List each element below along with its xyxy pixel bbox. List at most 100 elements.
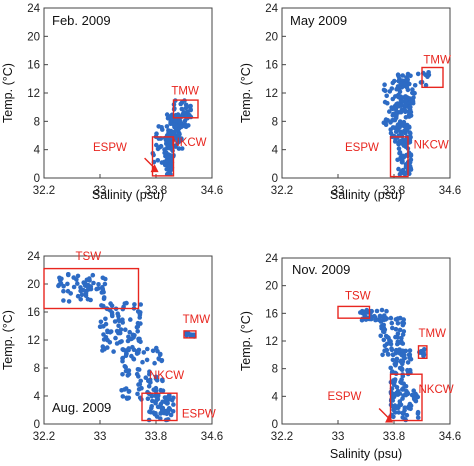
data-point (81, 287, 86, 293)
data-point (88, 297, 93, 303)
data-point (83, 293, 89, 299)
x-tick-label: 32.2 (271, 185, 293, 197)
data-point (381, 325, 387, 330)
data-point (389, 86, 395, 91)
data-point (105, 329, 110, 335)
data-point (75, 281, 80, 286)
data-point (123, 327, 128, 333)
data-point (413, 397, 418, 403)
y-axis-label: Temp. (°C) (1, 310, 15, 370)
region-label-tmw: TMW (423, 54, 451, 66)
panel-1: 0 4 8 12 16 20 24 32.2 33 33.8 34.6 Salinity (psu) T… (1, 3, 223, 202)
data-point (147, 371, 152, 377)
x-tick-label: 33.8 (383, 185, 405, 197)
arrow-line (378, 407, 390, 419)
data-point (393, 410, 398, 415)
panel-4: 0 4 8 12 16 20 24 32.2 33 33.8 34.6 Salinity (psu) T… (239, 253, 461, 461)
data-point (411, 388, 417, 394)
panel-title: Aug. 2009 (52, 400, 111, 415)
region-label-tmw: TMW (171, 85, 199, 97)
data-point (150, 348, 156, 354)
data-point (400, 410, 405, 416)
data-point (120, 372, 125, 377)
data-point (410, 87, 415, 92)
data-point (396, 348, 401, 354)
region-box-tsw (337, 305, 371, 319)
data-point (388, 130, 394, 136)
data-point (397, 150, 403, 155)
data-point (382, 343, 388, 349)
y-tick-label: 24 (265, 253, 278, 265)
data-point (160, 388, 166, 394)
data-point (123, 368, 129, 374)
data-point (123, 353, 129, 359)
data-point (115, 311, 120, 317)
data-point (98, 319, 104, 325)
data-point (56, 283, 61, 289)
data-point (403, 94, 408, 99)
y-tick-label: 12 (265, 336, 278, 348)
x-tick-label: 34.6 (201, 185, 223, 197)
data-point (401, 354, 407, 360)
data-point (395, 334, 401, 340)
region-label-nkcw: NKCW (414, 139, 449, 151)
data-point (78, 285, 83, 290)
data-point (167, 163, 172, 169)
x-axis-label: Salinity (psu) (92, 188, 164, 202)
y-tick-label: 8 (272, 364, 278, 376)
data-point (397, 89, 403, 95)
data-point (385, 100, 390, 106)
data-point (121, 347, 126, 353)
data-point (124, 300, 129, 306)
data-point (404, 412, 410, 418)
panel-2: 0 4 8 12 16 20 24 32.2 33 33.8 34.6 Salinity (psu) T… (239, 3, 461, 202)
data-point (397, 171, 403, 177)
data-point (384, 308, 389, 314)
y-axis-label: Temp. (°C) (239, 311, 253, 371)
region-box-tsw (43, 267, 140, 310)
data-point (75, 293, 81, 299)
data-point (112, 319, 118, 324)
data-point (408, 152, 414, 157)
data-point (179, 106, 185, 112)
data-point (111, 349, 116, 354)
data-point (166, 131, 171, 136)
data-point (396, 166, 401, 172)
data-point (168, 154, 173, 160)
data-point (417, 349, 422, 355)
data-point (390, 96, 396, 102)
data-point (61, 283, 66, 289)
y-tick-label: 16 (27, 60, 40, 72)
data-point (159, 358, 165, 363)
y-tick-label: 4 (34, 391, 41, 403)
region-box-espw (389, 373, 423, 422)
data-point (381, 337, 387, 343)
data-point (412, 91, 417, 96)
data-point (101, 345, 106, 350)
data-point (149, 394, 155, 399)
data-point (100, 275, 106, 281)
data-point (399, 380, 404, 386)
y-tick-label: 0 (272, 419, 278, 431)
data-point (383, 122, 389, 127)
data-point (114, 328, 120, 334)
data-point (415, 415, 421, 420)
data-point (389, 106, 395, 111)
y-tick-label: 12 (27, 335, 40, 347)
data-point (361, 310, 367, 316)
x-tick-label: 33 (332, 185, 345, 197)
data-point (405, 390, 411, 396)
x-tick-label: 34.6 (201, 431, 223, 443)
data-point (101, 303, 106, 309)
data-point (392, 139, 398, 144)
data-point (179, 146, 185, 151)
data-point (395, 157, 400, 163)
data-point (170, 130, 176, 136)
data-point (384, 93, 390, 99)
data-point (397, 327, 403, 333)
y-tick-label: 8 (272, 116, 278, 128)
arrow-head-icon (385, 414, 394, 423)
data-point (166, 395, 171, 401)
data-point (154, 345, 159, 351)
